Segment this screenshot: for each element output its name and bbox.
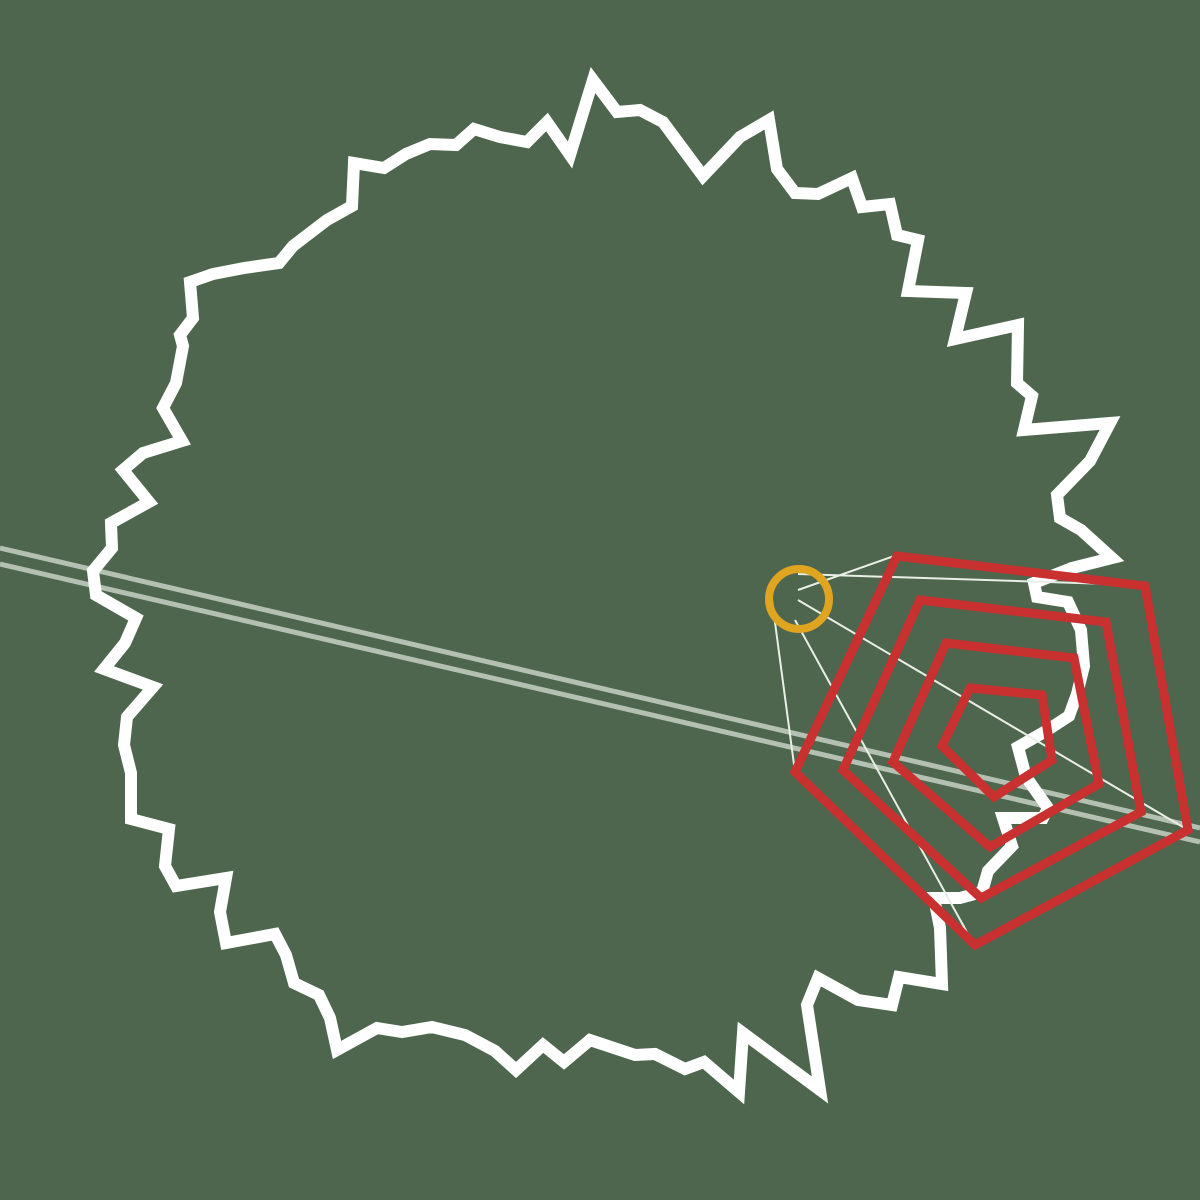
jagged-outline [86,66,1125,1105]
pentagon-ring-3 [887,638,1105,853]
nested-pentagons [789,551,1193,951]
track-line-upper [0,545,1200,831]
ray-2 [797,573,1141,586]
ray-4 [771,599,796,773]
ray-5 [794,619,975,946]
pentagon-ring-1 [789,551,1193,951]
pentagon-ring-2 [837,595,1147,904]
marker-ring [765,565,833,633]
pentagon-ring-4 [936,683,1057,803]
ray-1 [797,555,895,591]
